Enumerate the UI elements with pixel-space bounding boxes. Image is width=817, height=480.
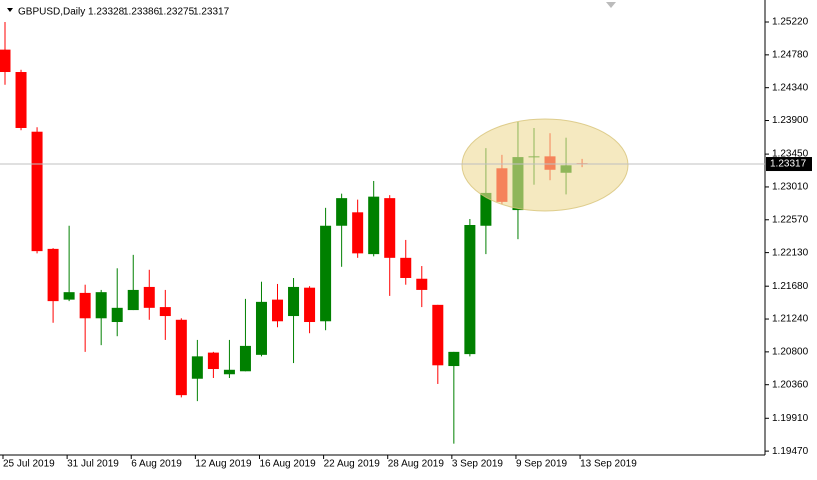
- candle-body: [15, 72, 27, 128]
- x-tick-label: 12 Aug 2019: [195, 459, 252, 470]
- price-box: [766, 157, 812, 172]
- candle-body: [239, 345, 251, 372]
- candle-body: [320, 225, 332, 322]
- plot-area: [0, 22, 588, 444]
- candle-body: [95, 292, 107, 319]
- candle-body: [31, 131, 43, 252]
- y-tick-label: 1.23450: [772, 149, 809, 160]
- x-tick-label: 31 Jul 2019: [67, 459, 119, 470]
- x-tick-label: 3 Sep 2019: [452, 459, 504, 470]
- candle-body: [0, 49, 11, 73]
- candle-body: [288, 286, 300, 317]
- candle-body: [272, 299, 284, 322]
- candle-body: [480, 192, 492, 226]
- candle-body: [79, 292, 91, 319]
- candle-body: [159, 307, 171, 317]
- candle-body: [255, 301, 267, 355]
- candle-body: [416, 278, 428, 290]
- y-tick-label: 1.20800: [772, 347, 809, 358]
- chart-title: GBPUSD,Daily: [18, 7, 85, 18]
- header-low: 1.23275: [158, 7, 195, 18]
- x-tick-label: 13 Sep 2019: [580, 459, 637, 470]
- candle-body: [464, 225, 476, 355]
- y-tick-label: 1.22570: [772, 214, 809, 225]
- candle-body: [175, 319, 187, 396]
- x-tick-label: 16 Aug 2019: [259, 459, 316, 470]
- candle-body: [400, 257, 412, 278]
- candle-body: [127, 289, 139, 311]
- candle-body: [207, 352, 219, 370]
- y-tick-label: 1.21240: [772, 314, 809, 325]
- candle-body: [336, 198, 348, 226]
- menu-arrow[interactable]: [7, 8, 13, 12]
- y-tick-label: 1.25220: [772, 17, 809, 28]
- y-tick-label: 1.23900: [772, 115, 809, 126]
- header-close: 1.23317: [193, 7, 230, 18]
- header-open: 1.23328: [88, 7, 125, 18]
- shift-marker: [606, 2, 616, 8]
- y-tick-label: 1.20360: [772, 379, 809, 390]
- header-high: 1.23386: [123, 7, 160, 18]
- y-tick-label: 1.19910: [772, 413, 809, 424]
- x-tick-label: 6 Aug 2019: [131, 459, 182, 470]
- y-tick-label: 1.19470: [772, 446, 809, 457]
- y-tick-label: 1.21680: [772, 281, 809, 292]
- candle-body: [368, 196, 380, 255]
- candle-body: [223, 369, 235, 375]
- candle-body: [191, 356, 203, 379]
- x-tick-label: 22 Aug 2019: [324, 459, 381, 470]
- price-label: 1.23317: [770, 159, 807, 170]
- candle-body: [384, 198, 396, 258]
- x-tick-label: 28 Aug 2019: [388, 459, 445, 470]
- y-tick-label: 1.24340: [772, 82, 809, 93]
- candle-body: [352, 212, 364, 254]
- y-tick-label: 1.23010: [772, 182, 809, 193]
- candle-body: [47, 248, 59, 302]
- y-tick-label: 1.22130: [772, 247, 809, 258]
- candle-body: [432, 304, 444, 366]
- x-tick-label: 9 Sep 2019: [516, 459, 568, 470]
- highlight: [461, 118, 629, 212]
- candle-body: [63, 292, 75, 300]
- candle-body: [143, 286, 155, 308]
- candle-body: [304, 287, 316, 323]
- y-tick-label: 1.24780: [772, 49, 809, 60]
- candle-body: [448, 351, 460, 367]
- candle-body: [111, 307, 123, 323]
- x-tick-label: 25 Jul 2019: [3, 459, 55, 470]
